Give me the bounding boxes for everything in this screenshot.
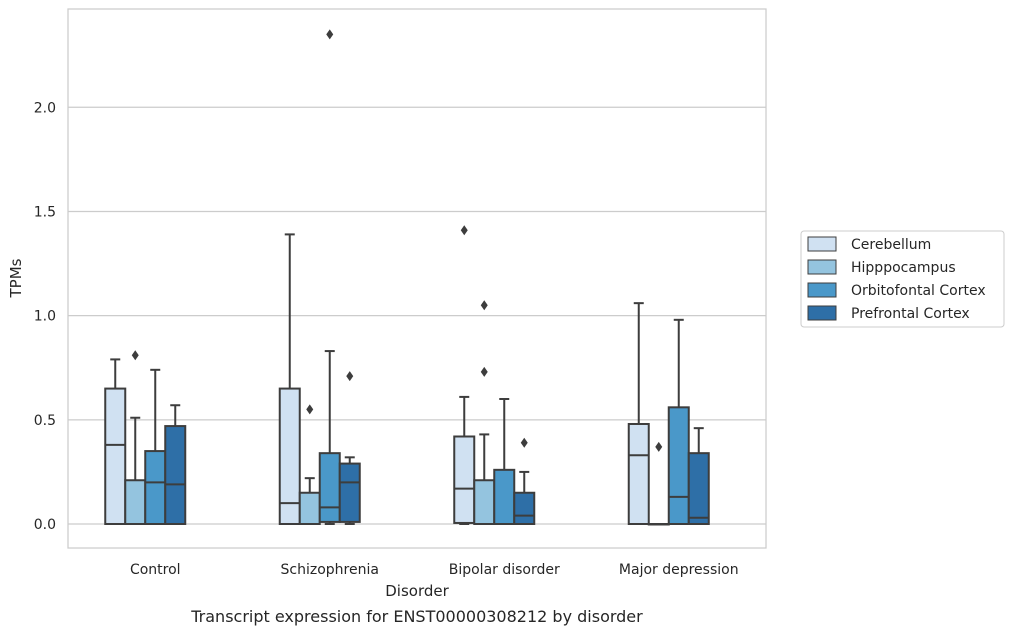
box-prefrontal-cortex [338,371,361,525]
box-prefrontal-cortex [164,404,187,525]
box-orbitofontal-cortex [667,318,690,526]
outlier-point [346,371,354,382]
legend: Cerebellum Hipppocampus Orbitofontal Corte… [800,230,1005,328]
outlier-point [520,437,528,448]
chart-caption: Transcript expression for ENST0000030821… [190,607,643,626]
outlier-point [131,350,139,361]
box-orbitofontal-cortex [493,397,516,526]
legend-label: Prefrontal Cortex [851,306,970,322]
box-hipppocampus [298,404,321,525]
legend-swatch [807,282,837,298]
x-axis-label: Disorder [385,582,449,600]
box-body [453,435,476,524]
box-groups [104,29,710,526]
outlier-point [480,366,488,377]
box-orbitofontal-cortex [144,368,167,526]
box-hipppocampus [473,300,496,525]
y-tick-label: 1.5 [34,204,56,220]
x-tick-label: Major depression [619,562,739,578]
legend-label: Cerebellum [851,237,931,253]
box-body [513,491,536,525]
legend-swatch [807,305,837,321]
legend-label: Hipppocampus [851,260,956,276]
box-body [278,387,301,526]
x-tick-label: Bipolar disorder [449,562,560,578]
box-body [338,462,361,523]
box-body [124,479,147,525]
box-cerebellum [278,233,301,526]
x-tick-label: Control [130,562,181,578]
box-body [164,425,187,525]
x-tick-label: Schizophrenia [281,562,379,578]
box-prefrontal-cortex [687,427,710,526]
x-axis-ticks: Control Schizophrenia Bipolar disorder Majo… [130,562,739,578]
box-hipppocampus [647,441,670,526]
legend-label: Orbitofontal Cortex [851,283,986,299]
box-body [104,387,127,526]
plot-frame [67,8,767,549]
legend-swatch [807,236,837,252]
box-cerebellum [453,225,476,525]
y-tick-label: 0.5 [34,413,56,429]
box-body [144,450,167,526]
y-axis-label: TPMs [7,258,25,298]
y-tick-label: 1.0 [34,309,56,325]
outlier-point [655,441,663,452]
box-body [298,491,321,525]
legend-swatch [807,259,837,275]
outlier-point [480,300,488,311]
box-prefrontal-cortex [513,437,536,525]
outlier-point [326,29,334,40]
legend-frame [800,230,1005,328]
box-hipppocampus [124,350,147,525]
y-axis-ticks: 0.0 0.5 1.0 1.5 2.0 [34,100,56,533]
box-body [667,406,690,526]
y-tick-label: 2.0 [34,100,56,116]
box-cerebellum [104,358,127,526]
outlier-point [306,404,314,415]
box-body [318,452,341,523]
box-body [493,468,516,526]
box-body [687,452,710,526]
box-orbitofontal-cortex [318,29,341,525]
outlier-point [460,225,468,236]
box-cerebellum [627,302,650,526]
box-body [627,422,650,526]
box-body [473,479,496,525]
y-tick-label: 0.0 [34,517,56,533]
